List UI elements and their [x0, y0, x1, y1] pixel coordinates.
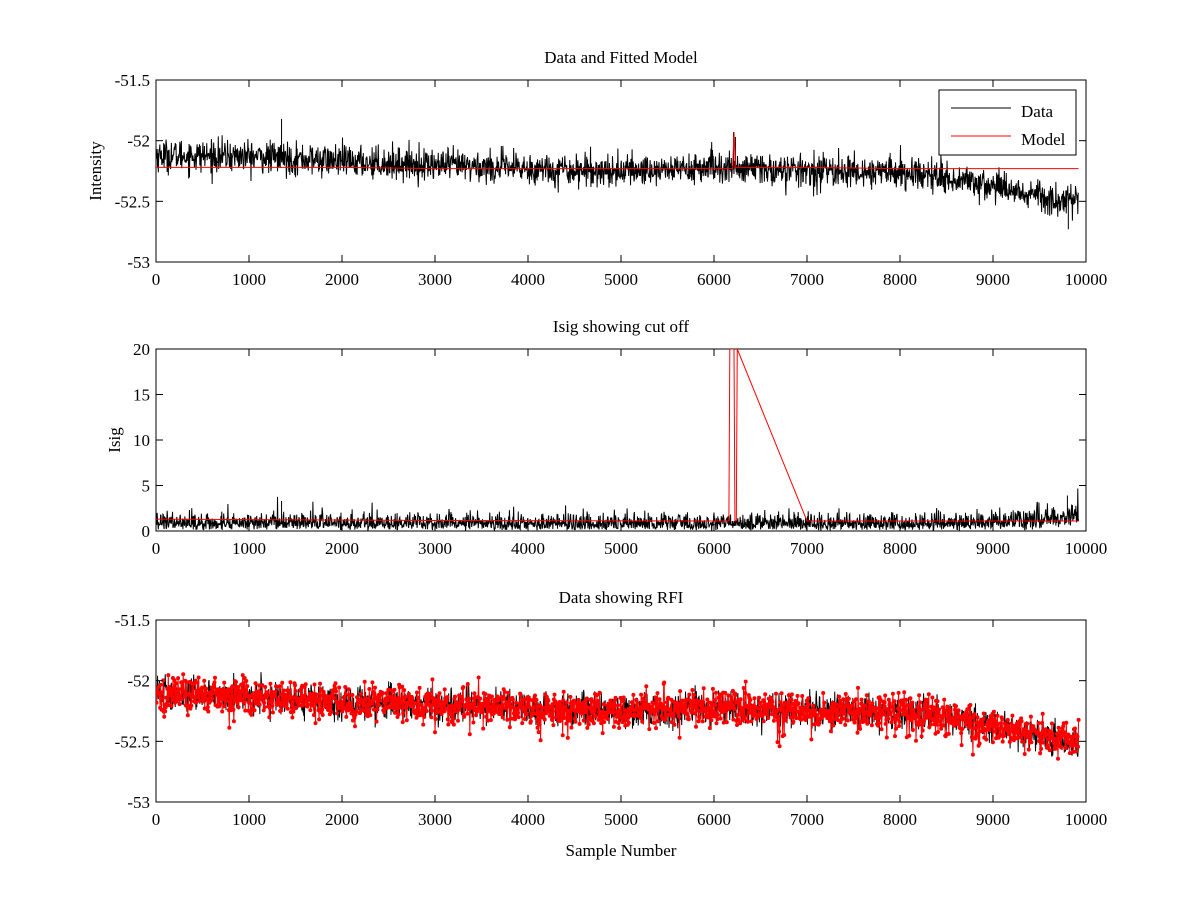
y-tick-label: -52.5 [115, 192, 150, 211]
y-axis-label: Isig [105, 427, 124, 453]
series-model [156, 132, 1079, 170]
x-tick-label: 5000 [604, 270, 638, 289]
y-tick-label: -52.5 [115, 732, 150, 751]
y-tick-label: -53 [127, 793, 150, 812]
y-tick-label: 20 [133, 340, 150, 359]
legend: Data Model [938, 89, 1077, 156]
x-tick-label: 4000 [511, 810, 545, 829]
x-tick-label: 8000 [883, 810, 917, 829]
x-tick-label: 6000 [697, 539, 731, 558]
y-tick-label: 5 [142, 477, 151, 496]
series-2 [156, 672, 1081, 761]
series-markers [156, 672, 1081, 761]
x-axis-label: Sample Number [566, 841, 677, 860]
y-axis-label: Intensity [86, 141, 105, 201]
panel-title: Data showing RFI [559, 588, 684, 607]
x-tick-label: 6000 [697, 270, 731, 289]
legend-box [938, 89, 1077, 156]
x-tick-label: 5000 [604, 539, 638, 558]
x-tick-label: 0 [152, 539, 161, 558]
plot-area [156, 672, 1081, 761]
y-tick-label: -51.5 [115, 71, 150, 90]
x-tick-label: 3000 [418, 539, 452, 558]
x-tick-label: 8000 [883, 270, 917, 289]
legend-label-data: Data [1021, 102, 1054, 121]
x-tick-label: 10000 [1065, 539, 1108, 558]
series-line [156, 349, 1079, 522]
panel-title: Isig showing cut off [553, 317, 689, 336]
panel-data-and-fitted-model: Data and Fitted Model Intensity 0 1000 200… [86, 48, 1107, 289]
x-tick-label: 0 [152, 270, 161, 289]
x-tick-label: 9000 [976, 270, 1010, 289]
y-tick-label: -52 [127, 132, 150, 151]
x-tick-label: 5000 [604, 810, 638, 829]
series-line [156, 132, 1079, 170]
y-tick-label: -53 [127, 253, 150, 272]
legend-label-model: Model [1021, 130, 1066, 149]
x-tick-label: 7000 [790, 539, 824, 558]
x-tick-label: 2000 [325, 270, 359, 289]
y-tick-label: 10 [133, 431, 150, 450]
x-tick-label: 7000 [790, 810, 824, 829]
x-tick-label: 3000 [418, 810, 452, 829]
plot-area [156, 349, 1080, 531]
x-tick-label: 9000 [976, 810, 1010, 829]
panel-data-showing-rfi: Data showing RFI Sample Number 0 1000 2000… [115, 588, 1108, 860]
axes-frame [155, 348, 1087, 532]
series-2 [156, 349, 1079, 522]
x-tick-label: 4000 [511, 539, 545, 558]
panel-title: Data and Fitted Model [544, 48, 698, 67]
x-tick-label: 9000 [976, 539, 1010, 558]
plot-area [156, 118, 1079, 230]
x-tick-label: 10000 [1065, 810, 1108, 829]
x-tick-label: 4000 [511, 270, 545, 289]
x-tick-label: 8000 [883, 539, 917, 558]
y-tick-label: -52 [127, 672, 150, 691]
x-tick-label: 2000 [325, 539, 359, 558]
x-tick-label: 1000 [232, 810, 266, 829]
x-tick-label: 1000 [232, 270, 266, 289]
x-tick-label: 10000 [1065, 270, 1108, 289]
x-tick-label: 6000 [697, 810, 731, 829]
y-tick-label: -51.5 [115, 611, 150, 630]
x-tick-label: 0 [152, 810, 161, 829]
x-tick-label: 7000 [790, 270, 824, 289]
x-tick-label: 3000 [418, 270, 452, 289]
series-1 [156, 488, 1080, 531]
x-tick-label: 2000 [325, 810, 359, 829]
y-tick-label: 0 [142, 522, 151, 541]
panel-isig-showing-cut-off: Isig showing cut off Isig 0 1000 2000 3000 4… [105, 317, 1107, 558]
series-line [156, 488, 1080, 531]
y-tick-label: 15 [133, 386, 150, 405]
x-tick-label: 1000 [232, 539, 266, 558]
